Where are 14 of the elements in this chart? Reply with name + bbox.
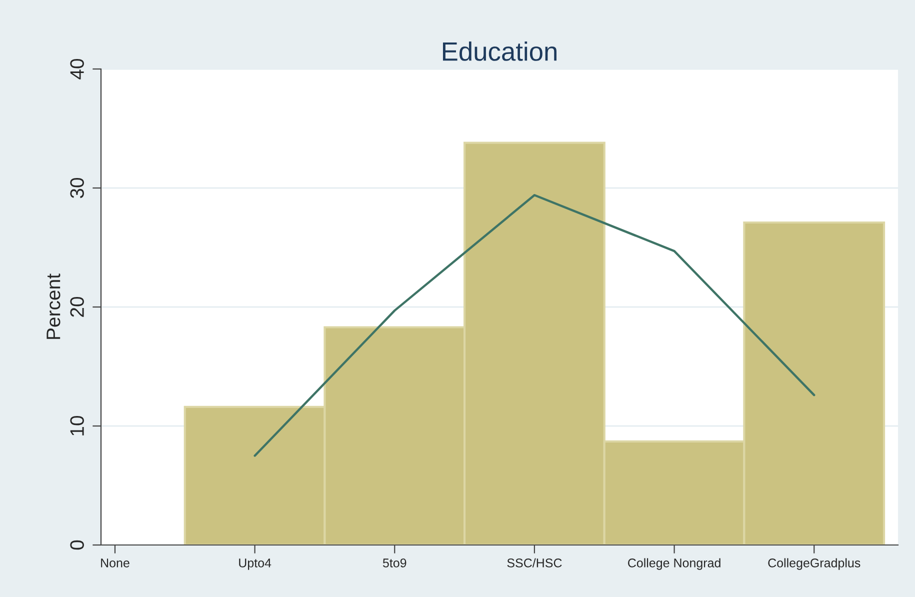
x-tick-label: None <box>101 558 130 568</box>
y-axis-title: Percent <box>46 274 60 339</box>
chart-title: Education <box>442 42 556 61</box>
x-tick-label: SSC/HSC <box>507 558 562 568</box>
x-tick-label: CollegeGradplus <box>768 558 860 570</box>
y-tick-label: 30 <box>70 178 84 198</box>
x-tick-label: Upto4 <box>239 558 272 570</box>
y-tick-label: 10 <box>70 416 84 436</box>
y-tick-label: 20 <box>70 296 84 317</box>
line-series <box>254 194 816 457</box>
x-tick-label: College Nongrad <box>628 558 720 570</box>
y-tick-label: 0 <box>70 540 84 550</box>
x-tick-label: 5to9 <box>382 558 406 568</box>
y-tick-label: 40 <box>70 58 84 80</box>
